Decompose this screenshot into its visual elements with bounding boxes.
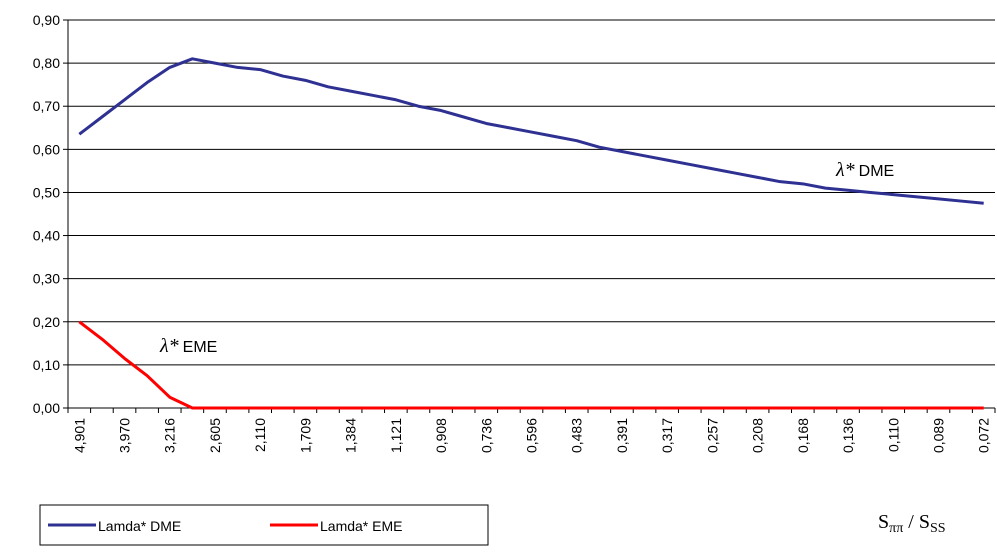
annotation: λ* DME	[835, 159, 894, 181]
x-label-sub: SS	[930, 521, 946, 536]
legend-label: Lamda* EME	[320, 518, 402, 534]
y-tick-label: 0,20	[33, 314, 60, 330]
x-tick-label: 1,121	[388, 418, 404, 453]
annotation: λ* EME	[159, 335, 217, 357]
series-line	[78, 57, 984, 205]
y-tick-label: 0,40	[33, 228, 60, 244]
annotation-label: DME	[859, 163, 895, 180]
x-tick-label: 0,072	[976, 418, 992, 453]
x-tick-label: 0,483	[569, 418, 585, 453]
y-tick-label: 0,00	[33, 400, 60, 416]
legend-box	[39, 504, 489, 546]
x-tick-label: 0,257	[704, 418, 720, 453]
x-tick-label: 0,317	[659, 418, 675, 453]
annotation-symbol: λ*	[835, 159, 855, 181]
legend-label: Lamda* DME	[98, 518, 181, 534]
x-tick-label: 0,110	[885, 418, 901, 452]
x-tick-label: 1,384	[343, 418, 359, 453]
annotation-symbol: λ*	[159, 335, 179, 357]
x-tick-label: 0,208	[750, 418, 766, 453]
x-label-main: / S	[903, 511, 930, 533]
x-tick-label: 2,110	[252, 418, 268, 452]
x-label-sub: ππ	[889, 521, 903, 536]
annotation-label: EME	[183, 339, 218, 356]
y-tick-label: 0,90	[33, 12, 60, 28]
x-tick-label: 0,908	[433, 418, 449, 453]
x-axis-label: Sππ / SSS	[878, 511, 946, 536]
x-tick-label: 4,901	[71, 418, 87, 453]
y-tick-label: 0,50	[33, 184, 60, 200]
y-tick-label: 0,30	[33, 271, 60, 287]
x-tick-label: 3,970	[117, 418, 133, 453]
x-tick-label: 1,709	[297, 418, 313, 453]
x-tick-label: 0,391	[614, 418, 630, 453]
x-tick-label: 3,216	[162, 418, 178, 453]
x-tick-label: 0,089	[930, 418, 946, 453]
x-tick-label: 0,136	[840, 418, 856, 453]
series-line	[78, 320, 984, 410]
y-tick-label: 0,60	[33, 141, 60, 157]
y-tick-label: 0,70	[33, 98, 60, 114]
x-tick-label: 0,168	[795, 418, 811, 453]
x-label-main: S	[878, 511, 889, 533]
y-tick-label: 0,80	[33, 55, 60, 71]
x-tick-label: 0,596	[524, 418, 540, 453]
x-tick-label: 0,736	[478, 418, 494, 453]
y-tick-label: 0,10	[33, 357, 60, 373]
x-tick-label: 2,605	[207, 418, 223, 453]
